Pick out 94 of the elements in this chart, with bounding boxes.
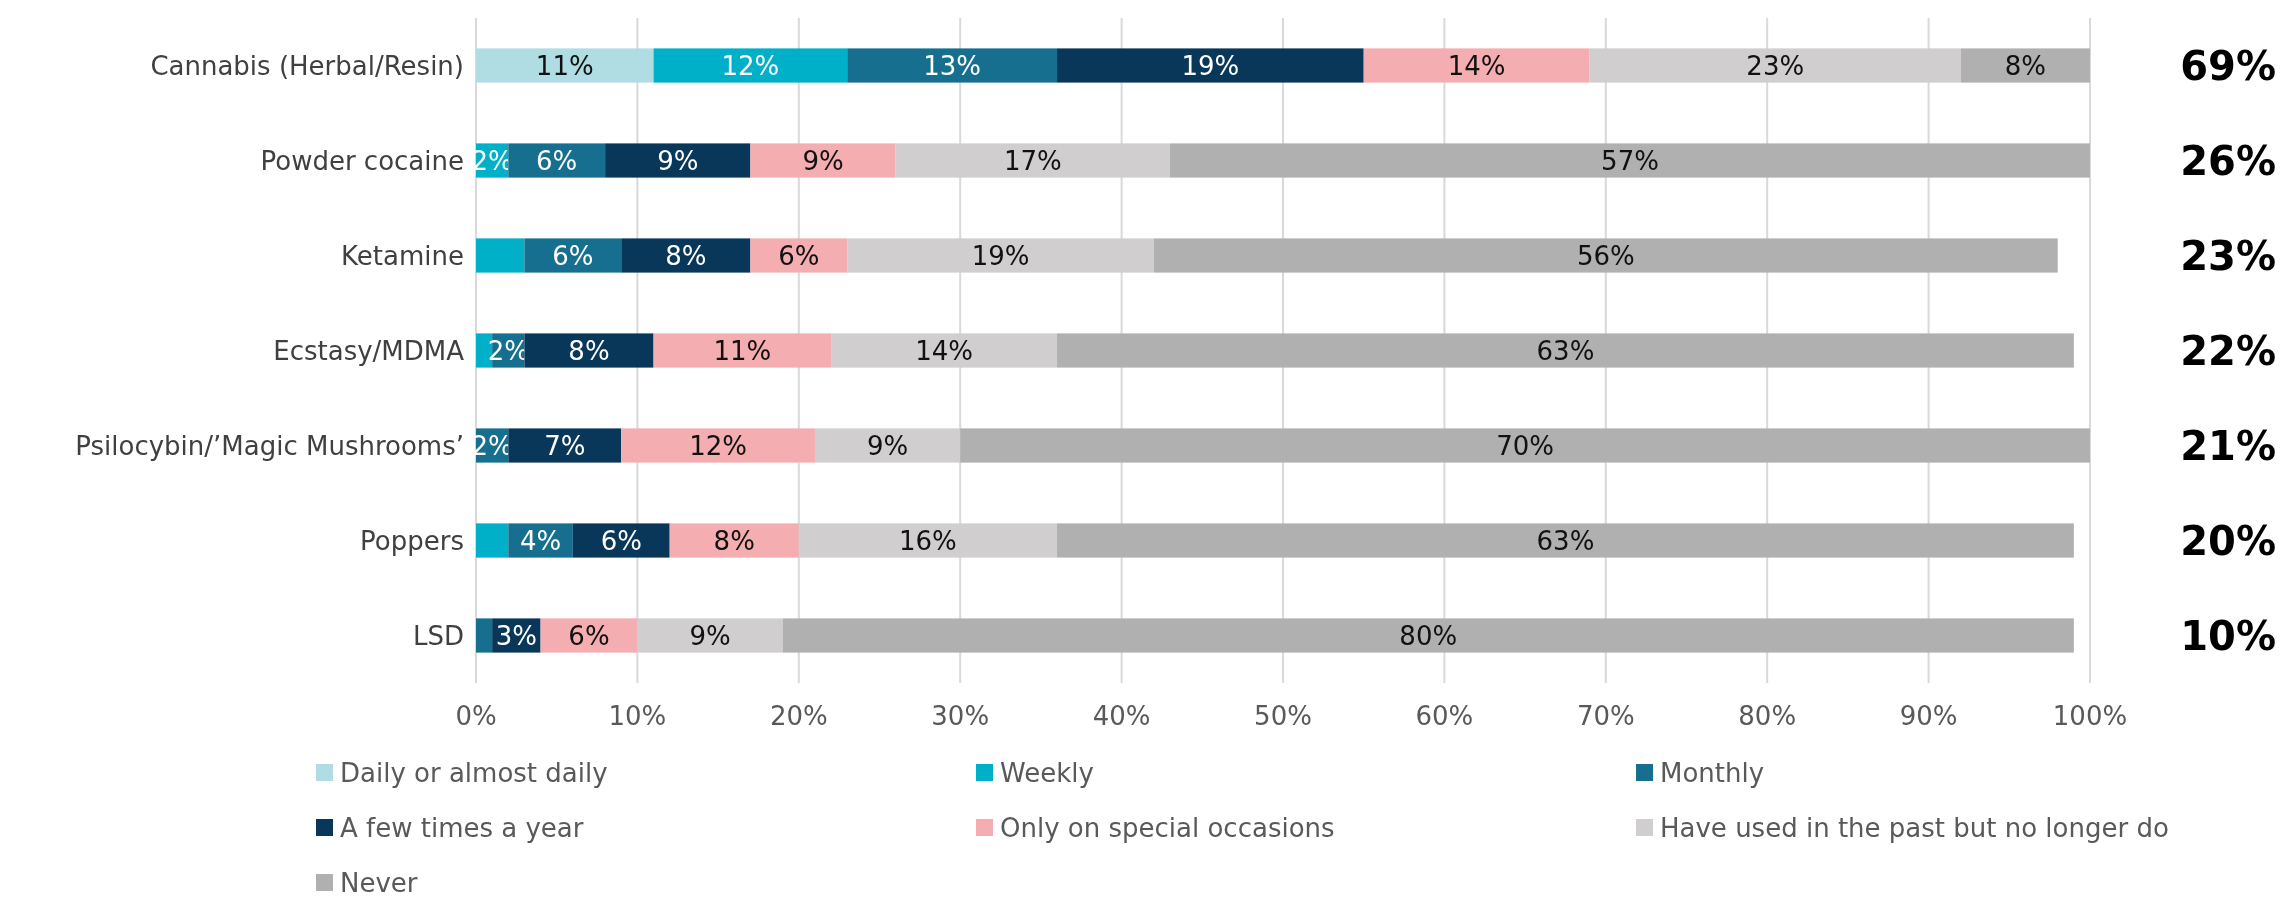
x-tick-label: 40%	[1092, 701, 1151, 731]
bar	[782, 618, 2074, 653]
data-label: 8%	[568, 335, 610, 366]
data-label: 17%	[1003, 145, 1062, 176]
text: 22%	[2180, 327, 2276, 374]
bar	[621, 238, 751, 273]
y-tick-label: Cannabis (Herbal/Resin)	[150, 50, 464, 81]
bar	[1057, 48, 1364, 83]
data-label: 6%	[552, 240, 594, 271]
bar	[605, 143, 751, 178]
legend-label: Daily or almost daily	[340, 758, 608, 789]
data-label: 16%	[899, 525, 957, 556]
bar	[476, 238, 525, 273]
bar	[1170, 143, 2090, 178]
x-tick-label: 70%	[1576, 701, 1635, 731]
bar	[508, 428, 622, 463]
y-tick-label: Psilocybin/’Magic Mushrooms’	[75, 430, 464, 461]
bar	[476, 618, 493, 653]
bar	[540, 618, 638, 653]
bar	[653, 48, 848, 83]
x-tick-label: 10%	[608, 701, 667, 731]
text: 26%	[2180, 137, 2276, 184]
bar	[508, 143, 606, 178]
x-tick-label: 100%	[2052, 701, 2128, 731]
data-label: 63%	[1536, 335, 1595, 366]
bar	[960, 428, 2090, 463]
data-label: 9%	[657, 145, 699, 176]
data-label: 14%	[915, 335, 973, 366]
data-label: 63%	[1536, 525, 1595, 556]
x-tick-label: 60%	[1415, 701, 1474, 731]
bar	[750, 238, 848, 273]
data-label: 80%	[1399, 620, 1458, 651]
data-label: 14%	[1447, 50, 1506, 81]
bar	[621, 428, 815, 463]
bar	[1363, 48, 1590, 83]
text: 23%	[2180, 232, 2276, 279]
data-label: 9%	[689, 620, 731, 651]
data-label: 6%	[568, 620, 610, 651]
data-label: 9%	[802, 145, 844, 176]
x-tick-label: 90%	[1899, 701, 1958, 731]
y-tick-label: LSD	[412, 620, 464, 651]
y-tick-label: Ecstasy/MDMA	[273, 335, 465, 366]
x-tick-label: 30%	[931, 701, 990, 731]
bar	[524, 333, 654, 368]
bar	[1057, 333, 2074, 368]
data-label: 12%	[721, 50, 780, 81]
bar	[572, 523, 670, 558]
legend-label: Never	[340, 868, 418, 899]
bar	[669, 523, 799, 558]
data-label: 4%	[519, 525, 562, 556]
data-label: 7%	[544, 430, 586, 461]
data-label: 19%	[1181, 50, 1240, 81]
text: 20%	[2180, 517, 2276, 564]
bar	[847, 48, 1058, 83]
x-tick-label: 0%	[455, 701, 497, 731]
data-label: 11%	[535, 50, 594, 81]
x-tick-label: 50%	[1254, 701, 1312, 731]
data-label: 6%	[778, 240, 820, 271]
legend-label: Only on special occasions	[1000, 813, 1335, 844]
data-label: 12%	[689, 430, 747, 461]
data-label: 13%	[923, 50, 982, 81]
data-label: 57%	[1601, 145, 1659, 176]
text: 10%	[2180, 612, 2276, 659]
legend-label: Monthly	[1660, 758, 1765, 789]
data-label: 3%	[495, 620, 537, 651]
data-label: 70%	[1496, 430, 1554, 461]
data-label: 19%	[971, 240, 1030, 271]
bar	[1057, 523, 2074, 558]
bar	[750, 143, 896, 178]
data-label: 23%	[1746, 50, 1805, 81]
bar	[476, 523, 509, 558]
text: 21%	[2180, 422, 2276, 469]
bar	[1153, 238, 2058, 273]
data-label: 8%	[665, 240, 707, 271]
legend-label: Have used in the past but no longer do	[1660, 813, 2169, 844]
legend-label: Weekly	[1000, 758, 1094, 789]
bar	[653, 333, 832, 368]
y-tick-label: Ketamine	[341, 240, 464, 271]
data-label: 8%	[2004, 50, 2047, 81]
data-label: 9%	[866, 430, 909, 461]
data-label: 11%	[713, 335, 772, 366]
data-label: 6%	[600, 525, 642, 556]
bar	[524, 238, 622, 273]
y-tick-label: Powder cocaine	[260, 145, 464, 176]
data-label: 8%	[713, 525, 755, 556]
legend-label: A few times a year	[340, 813, 584, 844]
bar	[476, 48, 654, 83]
data-label: 56%	[1576, 240, 1635, 271]
bar	[1960, 48, 2090, 83]
x-tick-label: 20%	[769, 701, 828, 731]
x-tick-label: 80%	[1738, 701, 1797, 731]
y-tick-label: Poppers	[360, 525, 464, 556]
text: 69%	[2180, 42, 2276, 89]
data-label: 6%	[536, 145, 578, 176]
